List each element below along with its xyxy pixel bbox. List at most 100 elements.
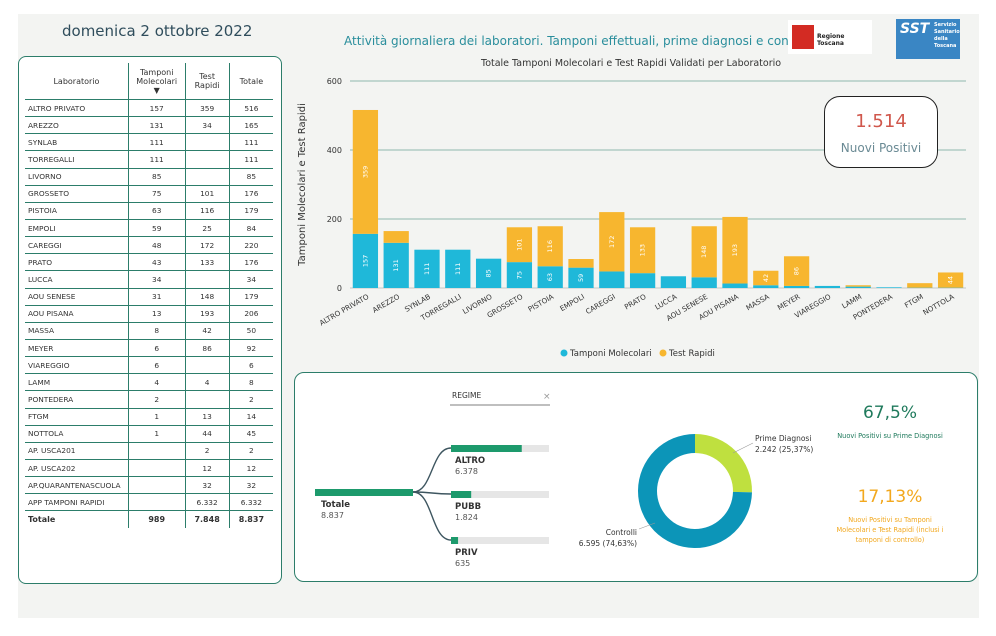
bar-test-rapidi [537, 226, 563, 267]
bar-tamponi-molecolari [753, 285, 779, 288]
sst-logo: SST Servizio Sanitario della Toscana [896, 19, 960, 59]
donut-value-prime-diagnosi: 2.242 (25,37%) [755, 445, 813, 454]
cell-tamponi: 2 [127, 390, 185, 409]
bar-tamponi-molecolari [722, 283, 748, 288]
table-total-row[interactable]: Totale 989 7.848 8.837 [25, 510, 273, 528]
col-header-test-rapidi[interactable]: Test Rapidi [184, 63, 230, 100]
col-header-tamponi[interactable]: Tamponi Molecolari ▼ [127, 63, 185, 100]
child-bar-fill[interactable] [451, 537, 459, 544]
table-row[interactable]: PISTOIA 63 116 179 [25, 202, 273, 220]
tree-connector [412, 447, 452, 493]
cell-tamponi [127, 442, 185, 460]
y-axis-label: Tamponi Molecolari e Test Rapidi [297, 103, 308, 267]
bar-test-rapidi [629, 227, 656, 274]
bar-tamponi-molecolari [876, 287, 902, 288]
cell-laboratorio: MEYER [25, 339, 129, 358]
bar-label-tamponi: 59 [577, 274, 585, 282]
table-row[interactable]: AOU PISANA 13 193 206 [25, 305, 273, 323]
table-row[interactable]: LAMM 4 4 8 [25, 373, 273, 392]
bar-label-tamponi: 63 [546, 273, 554, 281]
cell-totale: 84 [228, 219, 273, 238]
cell-totale: 12 [228, 459, 273, 478]
cell-totale: 516 [228, 99, 273, 118]
close-filter-icon[interactable]: × [543, 392, 551, 402]
bar-tamponi-molecolari [691, 277, 717, 288]
donut-chart: Prime Diagnosi 2.242 (25,37%) Controlli 6.5… [579, 434, 813, 548]
table-row[interactable]: ALTRO PRIVATO 157 359 516 [25, 99, 273, 118]
cell-totale: 85 [228, 168, 273, 186]
table-row[interactable]: EMPOLI 59 25 84 [25, 219, 273, 238]
table-row[interactable]: AP. USCA202 12 12 [25, 459, 273, 478]
root-value: 8.837 [321, 511, 344, 520]
bar-test-rapidi [691, 226, 717, 278]
col-header-totale[interactable]: Totale [228, 63, 273, 100]
bar-chart: 0 200 400 600 Tamponi Molecolari e Test Rapi… [297, 77, 966, 359]
x-tick-label: MASSA [744, 292, 770, 312]
stat-prime-diagnosi-desc: Nuovi Positivi su Prime Diagnosi [837, 432, 943, 440]
donut-label-prime-diagnosi: Prime Diagnosi [755, 434, 811, 443]
table-row[interactable]: APP TAMPONI RAPIDI 6.332 6.332 [25, 493, 273, 512]
table-row[interactable]: AP. USCA201 2 2 [25, 442, 273, 460]
x-tick-label: PISTOIA [526, 292, 555, 314]
y-tick-label: 0 [337, 284, 342, 293]
donut-label-controlli: Controlli [606, 528, 637, 537]
cell-tamponi: 85 [127, 168, 185, 186]
cell-test-rapidi [184, 356, 230, 375]
cell-tamponi: 111 [127, 133, 185, 152]
table-row[interactable]: GROSSETO 75 101 176 [25, 185, 273, 203]
table-row[interactable]: TORREGALLI 111 111 [25, 150, 273, 169]
cell-laboratorio: PISTOIA [25, 202, 129, 220]
stat-prime-diagnosi-value: 67,5% [862, 403, 917, 423]
bar-test-rapidi [383, 231, 409, 243]
table-row[interactable]: AOU SENESE 31 148 179 [25, 288, 273, 306]
laboratory-table: Laboratorio Tamponi Molecolari ▼ Test Rap… [25, 63, 273, 528]
cell-totale: 45 [228, 425, 273, 443]
cell-tamponi: 75 [127, 185, 185, 203]
table-row[interactable]: PRATO 43 133 176 [25, 253, 273, 272]
filter-label-regime: REGIME [452, 391, 481, 400]
cell-test-rapidi [184, 270, 230, 289]
cell-totale: 8 [228, 373, 273, 392]
cell-laboratorio: AP. USCA202 [25, 459, 129, 478]
table-row[interactable]: NOTTOLA 1 44 45 [25, 425, 273, 443]
table-row[interactable]: FTGM 1 13 14 [25, 408, 273, 426]
table-row[interactable]: LIVORNO 85 85 [25, 168, 273, 186]
bar-tamponi-molecolari [783, 285, 810, 288]
report-canvas: domenica 2 ottobre 2022 Attività giornal… [18, 14, 979, 618]
table-row[interactable]: PONTEDERA 2 2 [25, 390, 273, 409]
regione-logo-text: Regione Toscana [817, 33, 845, 47]
bar-tamponi-molecolari [629, 273, 656, 288]
bar-label-test-rapidi: 101 [515, 238, 523, 250]
table-row[interactable]: MEYER 6 86 92 [25, 339, 273, 358]
child-label: PUBB [455, 502, 481, 512]
cell-totale: 32 [228, 476, 273, 495]
table-row[interactable]: AREZZO 131 34 165 [25, 116, 273, 135]
x-tick-label: CAREGGI [584, 292, 617, 316]
table-row[interactable]: MASSA 8 42 50 [25, 322, 273, 340]
donut-leader-line [638, 522, 656, 530]
cell-totale: 14 [228, 408, 273, 426]
cell-test-rapidi: 172 [184, 236, 230, 255]
bar-test-rapidi [845, 285, 871, 287]
cell-laboratorio: NOTTOLA [25, 425, 129, 443]
table-row[interactable]: VIAREGGIO 6 6 [25, 356, 273, 375]
sst-logo-text: SST [900, 21, 930, 37]
child-bar-fill[interactable] [451, 491, 472, 498]
cell-totale: 206 [228, 305, 273, 323]
cell-laboratorio: AOU PISANA [25, 305, 129, 323]
cell-test-rapidi [184, 390, 230, 409]
bar-label-test-rapidi: 148 [700, 246, 708, 258]
table-row[interactable]: CAREGGI 48 172 220 [25, 236, 273, 255]
cell-totale: 6 [228, 356, 273, 375]
child-bar-fill[interactable] [451, 445, 522, 452]
cell-laboratorio: SYNLAB [25, 133, 129, 152]
table-row[interactable]: AP.QUARANTENASCUOLA 32 32 [25, 476, 273, 495]
cell-test-rapidi: 4 [184, 373, 230, 392]
cell-tamponi: 157 [127, 99, 185, 118]
table-row[interactable]: LUCCA 34 34 [25, 270, 273, 289]
col-header-laboratorio[interactable]: Laboratorio [25, 63, 129, 100]
cell-tamponi: 1 [127, 408, 185, 426]
table-row[interactable]: SYNLAB 111 111 [25, 133, 273, 152]
cell-laboratorio: AP.QUARANTENASCUOLA [25, 476, 129, 495]
